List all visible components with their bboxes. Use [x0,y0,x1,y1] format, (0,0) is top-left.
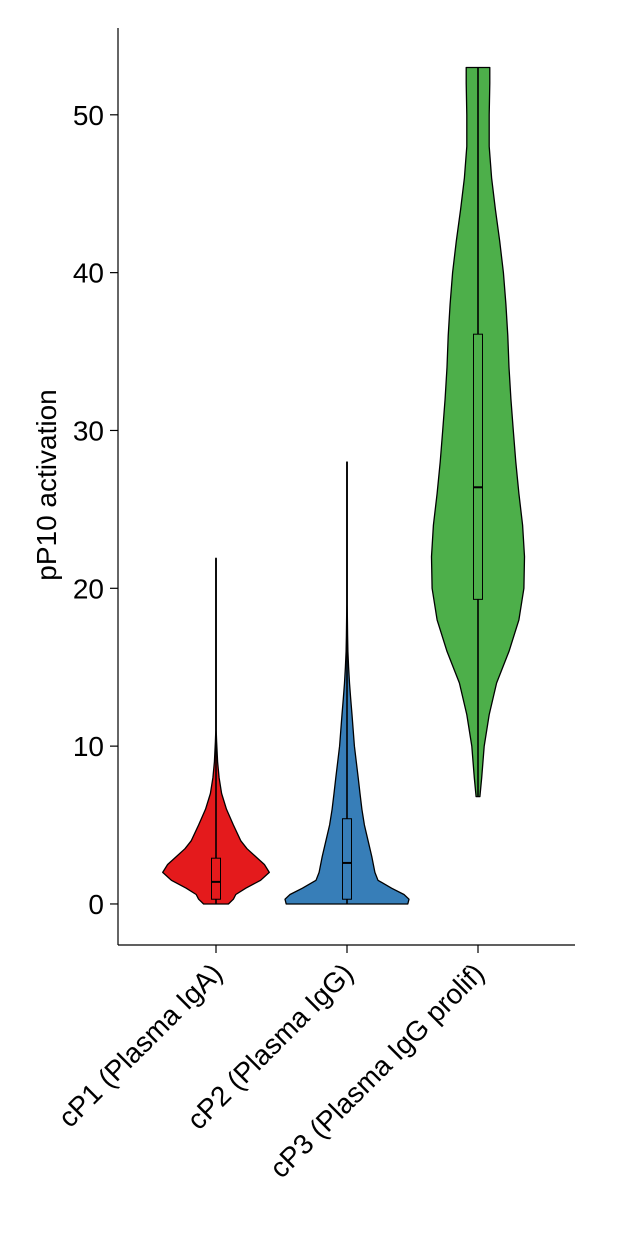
y-tick-label: 10 [73,731,104,762]
x-tick-label: cP3 (Plasma IgG prolif) [264,957,491,1184]
y-tick-label: 40 [73,258,104,289]
y-tick-label: 0 [88,889,104,920]
iqr-box [211,857,221,900]
violins [162,66,526,905]
y-tick-label: 30 [73,415,104,446]
iqr-box [342,818,352,900]
y-axis-title: pP10 activation [31,389,62,580]
y-tick-label: 20 [73,573,104,604]
iqr-box [473,333,483,600]
y-tick-label: 50 [73,100,104,131]
